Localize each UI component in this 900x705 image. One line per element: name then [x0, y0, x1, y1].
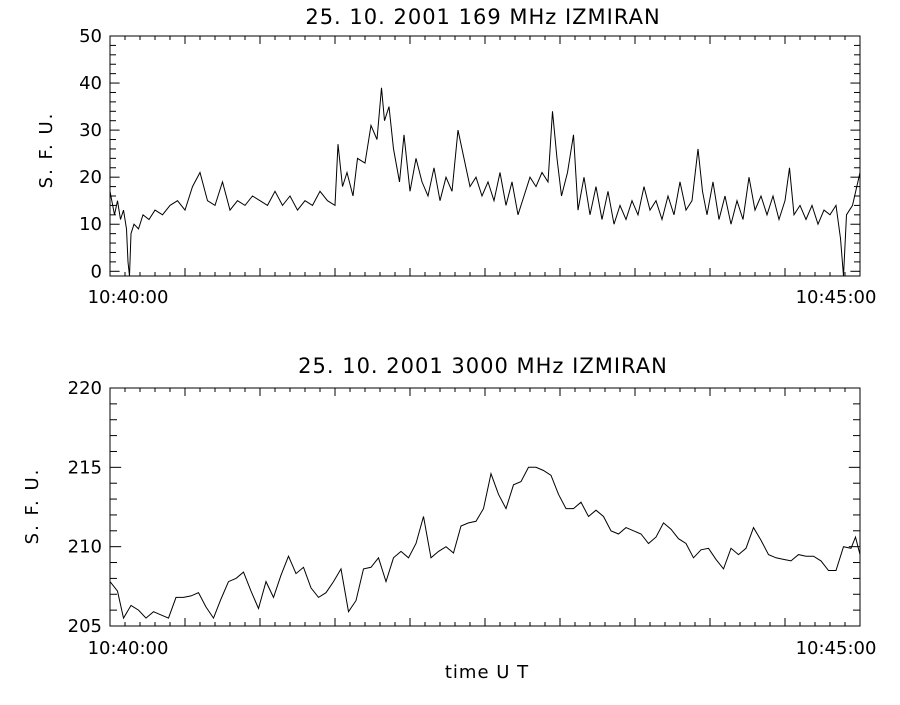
- y-tick-label: 210: [68, 537, 102, 558]
- y-tick-labels-3000mhz: 205 210 215 220: [68, 378, 102, 637]
- x-tick-label-start-169mhz: 10:40:00: [88, 287, 169, 308]
- x-axis-label-3000mhz: time U T: [445, 662, 529, 683]
- chart-title-3000mhz: 25. 10. 2001 3000 MHz IZMIRAN: [298, 354, 668, 378]
- y-tick-labels-169mhz: 0 10 20 30 40 50: [79, 26, 102, 282]
- chart-3000mhz: 25. 10. 2001 3000 MHz IZMIRAN S. F. U. 2…: [22, 354, 876, 683]
- y-tick-label: 215: [68, 457, 102, 478]
- x-tick-label-end-3000mhz: 10:45:00: [796, 638, 877, 659]
- plot-frame-169mhz: [109, 35, 861, 277]
- y-tick-label: 40: [79, 73, 102, 94]
- y-tick-label: 10: [79, 214, 102, 235]
- x-tick-label-end-169mhz: 10:45:00: [796, 287, 877, 308]
- y-tick-label: 30: [79, 120, 102, 141]
- y-axis-label-169mhz: S. F. U.: [36, 112, 57, 189]
- y-tick-label: 205: [68, 616, 102, 637]
- series-line-169mhz: [109, 87, 861, 277]
- y-tick-label: 0: [91, 261, 102, 282]
- tick-marks-3000mhz: [109, 387, 861, 627]
- y-tick-label: 20: [79, 167, 102, 188]
- tick-marks-169mhz: [109, 35, 861, 276]
- y-tick-label: 50: [79, 26, 102, 47]
- chart-169mhz: 25. 10. 2001 169 MHz IZMIRAN S. F. U. 0 1…: [36, 5, 876, 308]
- chart-title-169mhz: 25. 10. 2001 169 MHz IZMIRAN: [305, 5, 660, 29]
- y-tick-label: 220: [68, 378, 102, 399]
- series-line-3000mhz: [109, 466, 861, 620]
- y-axis-label-3000mhz: S. F. U.: [22, 468, 43, 545]
- x-tick-label-start-3000mhz: 10:40:00: [88, 638, 169, 659]
- plot-frame-3000mhz: [109, 387, 861, 627]
